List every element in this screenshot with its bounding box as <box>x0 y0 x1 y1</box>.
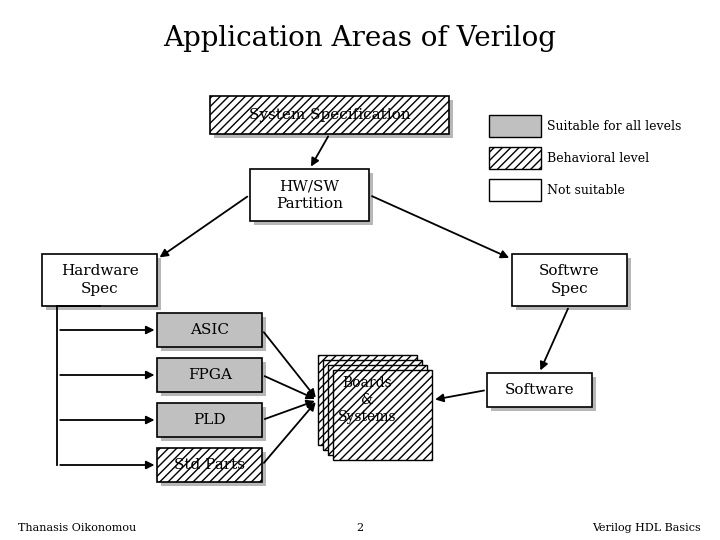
Text: Softwre
Spec: Softwre Spec <box>539 265 600 296</box>
Text: Boards
&
Systems: Boards & Systems <box>338 376 397 424</box>
Text: PLD: PLD <box>194 413 226 427</box>
Bar <box>491 377 595 411</box>
Bar <box>253 173 374 225</box>
Bar <box>46 258 161 310</box>
Bar <box>328 365 428 455</box>
Bar <box>516 258 631 310</box>
Text: System Specification: System Specification <box>248 108 410 122</box>
Text: Suitable for all levels: Suitable for all levels <box>547 119 682 132</box>
Text: Hardware
Spec: Hardware Spec <box>61 265 139 296</box>
Bar <box>490 115 541 137</box>
Text: HW/SW
Partition: HW/SW Partition <box>276 179 343 211</box>
Bar <box>161 362 266 396</box>
Bar <box>157 313 262 347</box>
Bar <box>490 179 541 201</box>
Bar <box>210 96 449 134</box>
Text: Application Areas of Verilog: Application Areas of Verilog <box>163 24 556 51</box>
Bar <box>487 373 592 407</box>
Bar <box>157 448 262 482</box>
Text: Not suitable: Not suitable <box>547 184 625 197</box>
Text: FPGA: FPGA <box>188 368 232 382</box>
Bar <box>323 360 423 450</box>
Bar <box>250 169 369 221</box>
Text: ASIC: ASIC <box>190 323 229 337</box>
Bar <box>490 147 541 169</box>
Text: Verilog HDL Basics: Verilog HDL Basics <box>593 523 701 533</box>
Bar <box>161 452 266 486</box>
Bar <box>512 254 626 306</box>
Bar <box>214 100 454 138</box>
Bar <box>157 403 262 437</box>
Bar <box>161 317 266 351</box>
Bar <box>157 358 262 392</box>
Bar <box>161 407 266 441</box>
Text: Thanasis Oikonomou: Thanasis Oikonomou <box>18 523 136 533</box>
Text: Software: Software <box>505 383 574 397</box>
Text: Behavioral level: Behavioral level <box>547 152 649 165</box>
Bar <box>42 254 157 306</box>
Text: 2: 2 <box>356 523 363 533</box>
Bar <box>333 370 432 460</box>
Text: Std Parts: Std Parts <box>174 458 246 472</box>
Bar <box>318 355 418 445</box>
